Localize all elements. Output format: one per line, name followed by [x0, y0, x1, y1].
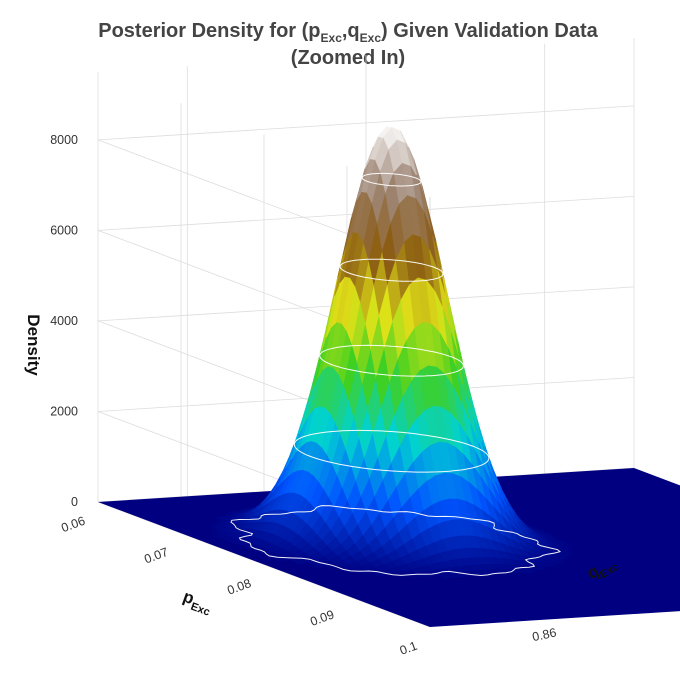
contour-line — [319, 344, 465, 377]
z-tick-label: 0 — [71, 495, 78, 509]
x-axis-label: pExc — [179, 587, 215, 619]
surface-cell — [547, 559, 564, 565]
surface-cell — [544, 562, 560, 568]
contour-line — [361, 172, 422, 187]
surface-cell — [521, 569, 537, 574]
title-text-2: ,q — [342, 20, 360, 42]
z-tick-label: 6000 — [50, 223, 78, 237]
x-tick-label: 0.07 — [142, 545, 170, 566]
title-text-3: ) Given Validation Data — [381, 20, 599, 42]
surface-cell — [558, 545, 573, 550]
contour-line — [230, 505, 562, 576]
surface-cell — [544, 533, 559, 538]
z-tick-label: 2000 — [50, 405, 78, 419]
surface-cell — [560, 550, 575, 555]
surface-cell — [554, 554, 569, 560]
x-tick-label: 0.09 — [308, 607, 336, 628]
svg-text:pExc: pExc — [179, 587, 215, 619]
z-tick-label: 8000 — [50, 133, 78, 147]
svg-text:Posterior Density for (pExc,qE: Posterior Density for (pExc,qExc) Given … — [98, 20, 598, 45]
x-tick-label: 0.06 — [59, 514, 87, 535]
surface-cell — [557, 552, 572, 557]
y-tick-label: 0.86 — [531, 625, 558, 644]
z-axis-label: Density — [24, 314, 43, 376]
x-tick-label: 0.1 — [398, 639, 419, 658]
z-tick-label: 4000 — [50, 314, 78, 328]
x-tick-label: 0.08 — [225, 576, 253, 597]
surface-plot — [98, 126, 680, 627]
chart-title: Posterior Density for (pExc,qExc) Given … — [98, 20, 598, 69]
title-q-subscript: Exc — [360, 31, 382, 45]
contour-line — [293, 429, 490, 473]
title-text-1: Posterior Density for (p — [98, 20, 320, 42]
title-p-subscript: Exc — [321, 31, 343, 45]
surface-cell — [532, 565, 549, 570]
contour-line — [339, 258, 444, 282]
title-line-2: (Zoomed In) — [291, 47, 405, 69]
surface-cell — [551, 557, 566, 562]
contour-lines — [230, 172, 562, 576]
surface-cell — [556, 541, 571, 546]
tick-labels: 0 2000 4000 6000 8000 0.06 0.07 0.08 0.09 0.1 0.86… — [50, 133, 558, 658]
